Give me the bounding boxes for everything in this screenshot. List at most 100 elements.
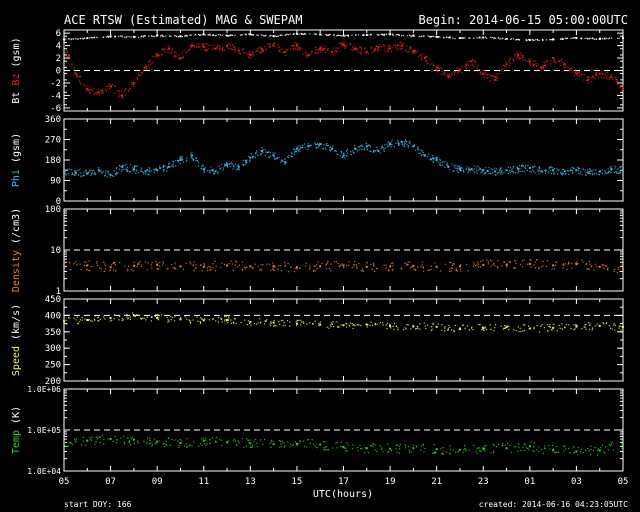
data-dot [562,169,564,171]
data-dot [558,60,561,62]
data-dot [172,163,174,165]
data-dot [610,442,612,444]
data-dot [84,85,86,87]
data-dot [165,35,167,37]
data-dot [448,74,451,77]
data-dot [254,156,257,159]
data-dot [524,165,527,167]
data-dot [277,35,279,37]
data-dot [196,45,198,48]
data-dot [245,445,247,448]
data-dot [268,156,271,158]
data-point [458,327,461,330]
data-dot [218,48,220,50]
data-dot [304,32,306,35]
data-dot [609,166,611,169]
data-dot [118,35,120,37]
data-dot [175,268,177,270]
data-dot [607,71,609,74]
data-point [86,88,89,91]
y-tick-label-speed: 400 [45,311,61,321]
data-point [389,447,392,450]
data-dot [508,61,510,63]
data-dot [441,164,444,166]
data-dot [467,65,469,67]
data-dot [90,89,92,91]
data-dot [380,33,382,36]
data-dot [533,60,535,62]
data-dot [82,440,84,442]
data-dot [325,268,328,270]
data-dot [435,452,437,454]
data-dot [104,318,106,320]
data-dot [85,261,87,264]
data-dot [441,324,443,326]
data-dot [221,321,223,323]
data-dot [406,45,408,47]
data-dot [107,88,109,90]
data-dot [592,75,594,77]
data-dot [259,318,261,320]
data-dot [578,71,580,73]
data-dot [534,261,536,263]
data-dot [272,440,274,442]
data-dot [412,49,414,51]
data-dot [549,326,552,328]
data-dot [495,173,497,176]
data-dot [85,172,87,174]
data-dot [124,94,126,96]
data-dot [481,329,483,331]
data-dot [587,169,589,171]
data-dot [392,34,394,36]
y-tick-label-mag: -2 [50,79,61,89]
data-dot [225,34,227,36]
data-dot [585,264,587,266]
data-dot [65,52,67,54]
data-dot [508,325,510,327]
data-dot [262,49,264,51]
data-dot [442,453,444,455]
data-dot [519,167,521,169]
data-dot [510,451,513,453]
data-dot [347,35,349,37]
data-dot [294,151,296,153]
data-point [389,143,392,146]
data-dot [88,37,91,39]
data-dot [85,90,87,92]
data-dot [521,164,523,166]
data-dot [262,151,264,153]
data-dot [152,35,154,37]
data-dot [83,174,85,177]
data-point [109,85,112,88]
data-dot [262,149,264,151]
data-point [97,91,100,94]
data-dot [546,323,549,326]
data-dot [118,90,120,92]
data-dot [477,447,479,449]
data-dot [403,145,405,147]
data-dot [192,319,194,321]
data-dot [405,263,407,265]
data-dot [232,49,234,51]
data-dot [608,444,610,446]
data-dot [221,34,223,36]
data-dot [601,172,603,175]
data-dot [217,34,219,36]
data-dot [497,267,499,269]
data-dot [478,36,480,38]
data-dot [159,165,161,167]
data-dot [367,324,369,326]
data-dot [329,146,332,148]
data-dot [102,92,104,94]
data-dot [256,445,258,448]
data-dot [376,47,379,49]
data-dot [516,56,518,58]
data-dot [140,169,142,171]
data-dot [417,148,419,151]
data-dot [228,263,230,265]
data-dot [257,34,259,37]
data-dot [319,49,321,51]
data-dot [296,42,299,44]
